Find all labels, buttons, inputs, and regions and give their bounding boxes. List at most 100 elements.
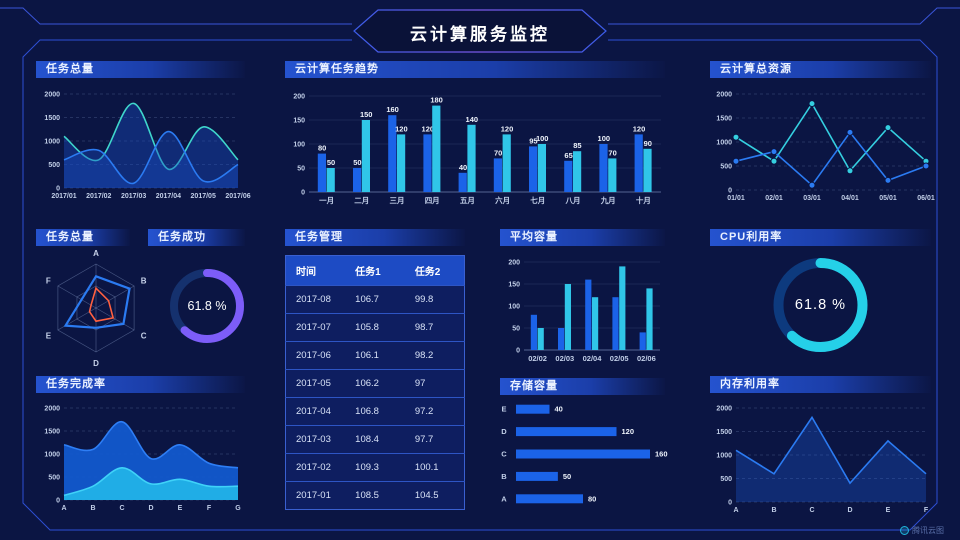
table-row: 2017-04 106.8 97.2 <box>285 397 465 426</box>
svg-text:D: D <box>847 507 852 514</box>
memory-line-chart: 0 500 1000 1500 2000 A B C D E F <box>706 394 934 520</box>
table-cell: 108.4 <box>345 425 405 454</box>
svg-text:1500: 1500 <box>44 429 60 436</box>
svg-text:50: 50 <box>563 472 571 481</box>
svg-text:2000: 2000 <box>716 92 732 99</box>
svg-text:150: 150 <box>360 110 373 119</box>
svg-text:500: 500 <box>720 164 732 171</box>
table-cell: 106.1 <box>345 341 405 370</box>
table-header-row: 时间 任务1 任务2 <box>285 255 465 286</box>
storage-hbar-chart: E 40 D 120 C 160 B 50 A 80 <box>498 398 668 510</box>
task-table: 时间 任务1 任务2 2017-08 106.7 99.8 2017-07 105.8 98.7… <box>285 255 465 510</box>
svg-text:0: 0 <box>301 190 305 197</box>
completion-area-chart: 0 500 1000 1500 2000 A B C D E F G <box>34 394 246 518</box>
svg-text:80: 80 <box>588 494 596 503</box>
svg-text:E: E <box>886 507 891 514</box>
panel-title-task-total: 任务总量 <box>36 61 245 78</box>
svg-text:200: 200 <box>508 260 520 267</box>
svg-text:160: 160 <box>386 105 399 114</box>
panel-title-completion: 任务完成率 <box>36 376 245 393</box>
table-row: 2017-01 108.5 104.5 <box>285 481 465 510</box>
svg-text:2017/05: 2017/05 <box>191 193 216 200</box>
table-cell: 98.7 <box>404 313 465 342</box>
svg-text:2000: 2000 <box>44 406 60 413</box>
table-cell: 97.2 <box>404 397 465 426</box>
svg-text:B: B <box>501 472 507 481</box>
table-cell: 2017-06 <box>285 341 346 370</box>
panel-title-avg-capacity: 平均容量 <box>500 229 665 246</box>
panel-title-cloud-resources: 云计算总资源 <box>710 61 931 78</box>
task-trend-bar-chart: 0 50 100 150 200 一月 二月 三月 四月 五月 六月 七月 八月 九月 十月 80 50 160 1… <box>283 80 667 208</box>
watermark: 腾讯云图 <box>900 525 944 536</box>
svg-text:70: 70 <box>494 148 502 157</box>
svg-text:140: 140 <box>466 115 479 124</box>
svg-text:40: 40 <box>459 163 467 172</box>
svg-text:F: F <box>46 277 51 286</box>
svg-text:02/02: 02/02 <box>528 354 547 363</box>
svg-text:E: E <box>46 332 52 341</box>
svg-text:50: 50 <box>353 158 361 167</box>
svg-text:D: D <box>148 505 153 512</box>
table-cell: 2017-04 <box>285 397 346 426</box>
task-success-donut: 61.8 % <box>157 252 257 360</box>
panel-title-task-radar: 任务总量 <box>36 229 130 246</box>
watermark-text: 腾讯云图 <box>912 526 944 535</box>
table-header-cell: 任务2 <box>404 255 465 286</box>
table-cell: 106.8 <box>345 397 405 426</box>
svg-text:04/01: 04/01 <box>841 195 859 202</box>
svg-text:B: B <box>90 505 95 512</box>
svg-text:180: 180 <box>430 96 443 105</box>
svg-text:0: 0 <box>56 498 60 505</box>
svg-text:四月: 四月 <box>425 196 440 205</box>
svg-text:十月: 十月 <box>636 195 651 205</box>
svg-text:150: 150 <box>508 282 520 289</box>
table-cell: 104.5 <box>404 481 465 510</box>
svg-text:120: 120 <box>395 124 408 133</box>
svg-text:40: 40 <box>555 405 563 414</box>
svg-text:1500: 1500 <box>716 116 732 123</box>
table-cell: 105.8 <box>345 313 405 342</box>
svg-text:九月: 九月 <box>600 195 616 205</box>
svg-text:二月: 二月 <box>354 196 369 205</box>
watermark-logo-icon <box>900 526 909 535</box>
cpu-value: 61.8 % <box>794 297 847 313</box>
svg-text:D: D <box>501 427 507 436</box>
svg-text:五月: 五月 <box>460 196 475 205</box>
svg-text:A: A <box>93 249 99 258</box>
table-header-cell: 时间 <box>285 255 346 286</box>
table-cell: 2017-07 <box>285 313 346 342</box>
table-cell: 108.5 <box>345 481 405 510</box>
svg-text:2000: 2000 <box>44 92 60 99</box>
svg-text:95: 95 <box>529 136 537 145</box>
svg-text:B: B <box>141 277 147 286</box>
task-total-line-chart: 0 500 1000 1500 2000 2017/01 2017/02 2017/03 201… <box>34 80 250 206</box>
svg-text:120: 120 <box>622 427 635 436</box>
svg-text:C: C <box>141 332 147 341</box>
table-cell: 98.2 <box>404 341 465 370</box>
task-management-table: 时间 任务1 任务2 2017-08 106.7 99.8 2017-07 105.8 98.7… <box>285 255 465 510</box>
cloud-resources-line-chart: 0 500 1000 1500 2000 01/01 02/01 03/01 04/01 05/0… <box>706 80 934 208</box>
svg-text:50: 50 <box>327 158 335 167</box>
svg-text:50: 50 <box>297 166 305 173</box>
svg-text:90: 90 <box>644 139 652 148</box>
panel-title-task-manage: 任务管理 <box>285 229 465 246</box>
svg-text:C: C <box>501 450 507 459</box>
svg-text:0: 0 <box>728 500 732 507</box>
svg-text:100: 100 <box>508 304 520 311</box>
svg-text:C: C <box>809 507 814 514</box>
svg-text:八月: 八月 <box>565 196 581 205</box>
svg-text:F: F <box>207 505 212 512</box>
svg-text:150: 150 <box>293 118 305 125</box>
svg-text:E: E <box>501 405 506 414</box>
svg-text:A: A <box>501 494 507 503</box>
svg-text:1000: 1000 <box>716 140 732 147</box>
task-radar-chart: A B C D E F <box>30 244 162 370</box>
svg-text:2017/02: 2017/02 <box>86 193 111 200</box>
svg-text:E: E <box>178 505 183 512</box>
table-header-cell: 任务1 <box>345 255 405 286</box>
table-cell: 2017-05 <box>285 369 346 398</box>
table-cell: 97.7 <box>404 425 465 454</box>
svg-text:80: 80 <box>318 144 326 153</box>
svg-text:2017/01: 2017/01 <box>51 193 76 200</box>
svg-text:C: C <box>119 505 124 512</box>
